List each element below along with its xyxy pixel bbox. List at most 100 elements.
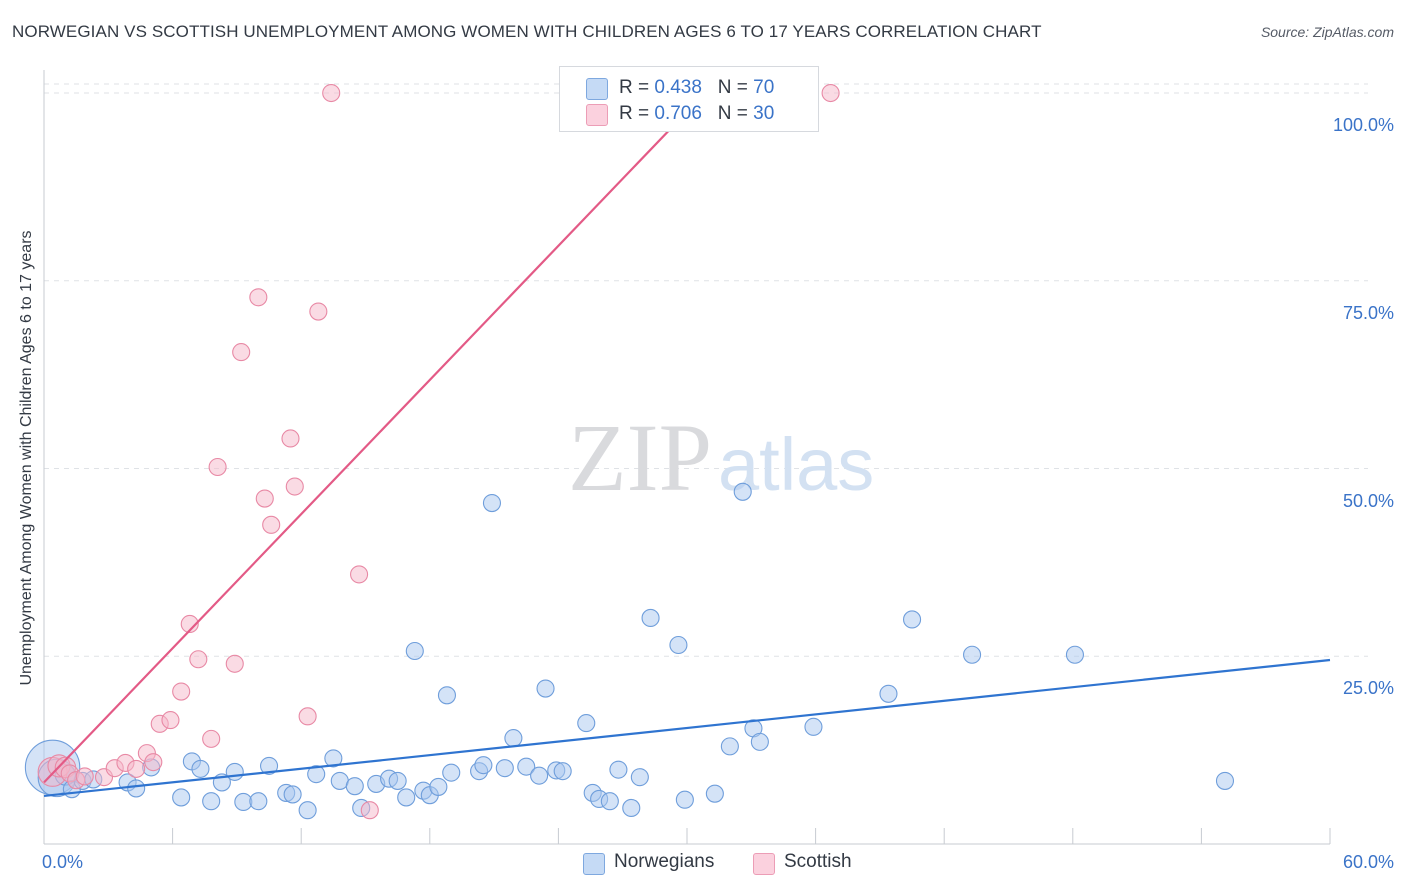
data-point xyxy=(322,83,341,103)
data-point xyxy=(172,682,191,701)
data-point xyxy=(388,771,407,790)
data-point xyxy=(180,614,199,634)
data-point xyxy=(405,641,424,661)
r-label: R = xyxy=(619,77,655,98)
data-point xyxy=(902,610,922,629)
data-point xyxy=(553,762,572,781)
data-point xyxy=(517,757,536,776)
data-point xyxy=(609,760,628,779)
r-value-scottish: 0.706 xyxy=(654,103,702,124)
y-tick-label-100: 100.0% xyxy=(1332,115,1394,136)
gridlines xyxy=(44,83,1368,657)
data-point xyxy=(641,608,660,628)
data-point xyxy=(360,801,379,820)
trend-line-scottish xyxy=(43,90,708,784)
data-point xyxy=(225,762,244,781)
data-point xyxy=(577,714,596,733)
data-points xyxy=(24,83,1235,820)
data-point xyxy=(705,784,724,803)
y-tick-label-50: 50.0% xyxy=(1342,490,1394,511)
data-point xyxy=(495,759,514,778)
data-point xyxy=(750,732,769,751)
r-value-norwegians: 0.438 xyxy=(654,77,702,98)
data-point xyxy=(675,790,694,809)
legend-label-scottish: Scottish xyxy=(784,851,852,872)
legend-stats-scottish: R = 0.706 N = 30 xyxy=(619,103,774,125)
data-point xyxy=(350,565,369,584)
data-point xyxy=(172,788,191,807)
data-point xyxy=(127,779,146,798)
data-point xyxy=(202,729,221,748)
data-point xyxy=(249,288,268,307)
n-value-norwegians: 70 xyxy=(753,77,775,98)
data-point xyxy=(879,684,898,703)
data-point xyxy=(281,429,300,448)
data-point xyxy=(474,756,493,775)
data-point xyxy=(442,763,461,782)
data-point xyxy=(161,711,180,730)
data-point xyxy=(259,756,279,775)
data-point xyxy=(482,494,502,513)
x-tick-label-max: 60.0% xyxy=(1342,852,1394,872)
data-point xyxy=(208,457,227,477)
data-point xyxy=(307,765,326,784)
n-value-scottish: 30 xyxy=(753,103,775,124)
data-point xyxy=(262,515,281,534)
data-point xyxy=(144,753,163,772)
trend-line-norwegians xyxy=(43,658,1331,798)
chart-title: NORWEGIAN VS SCOTTISH UNEMPLOYMENT AMONG… xyxy=(12,22,1042,41)
data-point xyxy=(504,729,523,748)
data-point xyxy=(255,489,274,508)
data-point xyxy=(249,792,268,811)
data-point xyxy=(1215,771,1235,790)
n-label: N = xyxy=(717,103,754,124)
x-tick-label-min: 0.0% xyxy=(42,852,84,872)
data-point xyxy=(309,302,328,321)
y-tick-label-75: 75.0% xyxy=(1342,302,1394,323)
data-point xyxy=(225,654,244,673)
data-point xyxy=(75,767,94,786)
legend-swatch-scottish xyxy=(586,104,608,126)
data-point xyxy=(232,343,251,362)
trend-lines xyxy=(43,90,1331,798)
data-point xyxy=(963,645,982,664)
data-point xyxy=(285,477,304,496)
data-point xyxy=(202,792,221,811)
data-point xyxy=(298,801,317,820)
data-point xyxy=(283,785,302,804)
x-tick-marks xyxy=(43,828,1331,844)
watermark-zip: ZIP xyxy=(568,404,712,511)
y-tick-label-25: 25.0% xyxy=(1342,678,1394,699)
data-point xyxy=(733,482,752,501)
data-point xyxy=(324,749,343,768)
data-point xyxy=(298,707,317,726)
data-point xyxy=(630,768,649,787)
data-point xyxy=(189,650,208,669)
data-point xyxy=(821,83,840,103)
n-label: N = xyxy=(717,77,754,98)
data-point xyxy=(234,792,253,811)
data-point xyxy=(804,717,823,736)
data-point xyxy=(669,635,688,655)
data-point xyxy=(191,759,210,778)
data-point xyxy=(330,771,349,790)
series-norwegians xyxy=(24,482,1235,820)
data-point xyxy=(437,686,456,705)
correlation-legend: R = 0.438 N = 70 R = 0.706 N = 30 xyxy=(559,66,819,132)
data-point xyxy=(530,766,549,785)
data-point xyxy=(720,737,739,756)
legend-label-norwegians: Norwegians xyxy=(614,851,715,872)
source-note: Source: ZipAtlas.com xyxy=(1260,24,1394,40)
legend-swatch-norwegians xyxy=(583,853,605,875)
legend-stats-norwegians: R = 0.438 N = 70 xyxy=(619,77,774,99)
data-point xyxy=(127,759,146,778)
legend-swatch-norwegians xyxy=(586,78,608,100)
data-point xyxy=(397,788,416,807)
legend-swatch-scottish xyxy=(753,853,775,875)
data-point xyxy=(622,798,641,818)
data-point xyxy=(600,792,619,811)
data-point xyxy=(536,679,555,698)
data-point xyxy=(1065,645,1084,664)
data-point xyxy=(429,777,448,796)
